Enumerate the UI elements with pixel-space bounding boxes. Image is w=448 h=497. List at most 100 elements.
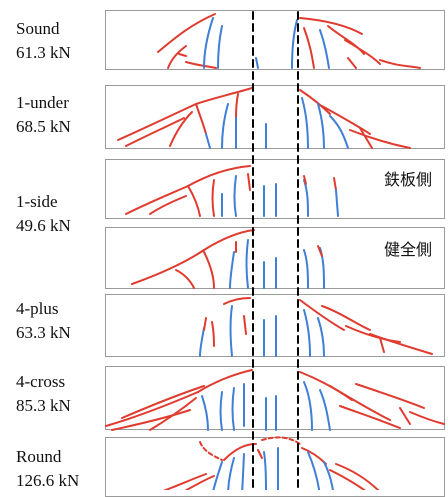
crack-red — [321, 305, 371, 331]
crack-red — [347, 57, 357, 69]
crack-red — [111, 409, 191, 431]
crack-red — [195, 103, 207, 135]
specimen-load: 63.3 kN — [16, 323, 71, 342]
crack-red — [299, 89, 331, 115]
crack-blue — [205, 133, 211, 149]
crack-red — [399, 407, 411, 425]
cracks-1-under — [117, 87, 411, 149]
specimen-load: 68.5 kN — [16, 117, 71, 136]
crack-blue — [291, 19, 298, 69]
crack-red — [163, 473, 207, 490]
crack-blue — [303, 381, 313, 431]
sound-side-label: 健全側 — [384, 240, 433, 259]
crack-blue — [307, 451, 321, 490]
crack-blue — [212, 461, 223, 490]
crack-red — [243, 315, 247, 335]
crack-red — [321, 105, 371, 135]
crack-red — [203, 317, 207, 331]
crack-red — [247, 173, 251, 191]
crack-red — [203, 229, 255, 251]
crack-blue — [263, 451, 267, 490]
crack-blue — [301, 97, 309, 149]
crack-blue — [219, 391, 223, 431]
crack-blue — [317, 317, 325, 357]
crack-blue — [229, 251, 235, 289]
crack-blue — [303, 179, 309, 217]
crack-blue — [221, 103, 229, 149]
cracks-round — [163, 436, 380, 490]
crack-red — [299, 17, 363, 35]
steel-side-label: 鉄板側 — [384, 170, 433, 189]
crack-red — [125, 185, 189, 215]
crack-blue — [319, 29, 330, 69]
specimen-name: 1-side — [16, 192, 58, 211]
crack-red — [167, 45, 187, 69]
panel-round — [105, 437, 445, 497]
crack-red — [303, 27, 315, 69]
crack-blue — [245, 239, 249, 289]
crack-red — [184, 475, 215, 490]
crack-red — [121, 385, 205, 419]
specimen-name: 4-plus — [16, 299, 59, 318]
crack-red — [149, 397, 197, 431]
crack-red-dashed — [199, 441, 223, 461]
crack-blue — [199, 327, 205, 357]
label-1-side: 1-side 49.6 kN — [16, 190, 71, 238]
crack-blue — [227, 457, 235, 490]
crack-red — [125, 117, 185, 147]
crack-red — [149, 195, 187, 215]
crack-red — [117, 103, 197, 141]
label-sound: Sound 61.3 kN — [16, 17, 71, 65]
label-4-cross: 4-cross 85.3 kN — [16, 370, 71, 418]
crack-red — [223, 443, 257, 461]
crack-red — [317, 245, 323, 257]
crack-red — [169, 111, 193, 147]
crack-red — [105, 391, 199, 427]
crack-blue — [317, 103, 325, 149]
specimen-load: 61.3 kN — [16, 43, 71, 62]
crack-red — [195, 87, 253, 105]
cracks-1-side-sound — [131, 229, 325, 289]
crack-red — [359, 127, 373, 149]
crack-red — [175, 269, 195, 289]
specimen-name: Sound — [16, 19, 60, 38]
crack-red — [339, 405, 401, 429]
crack-red — [333, 177, 337, 191]
crack-red — [235, 93, 239, 119]
crack-red — [131, 249, 205, 285]
specimen-name: 1-under — [16, 93, 69, 112]
crack-red — [257, 449, 263, 459]
crack-red — [349, 129, 411, 149]
panel-1-under — [105, 85, 445, 149]
crack-red — [345, 325, 401, 343]
crack-red — [379, 59, 421, 69]
crack-red — [329, 469, 366, 490]
label-4-plus: 4-plus 63.3 kN — [16, 297, 71, 345]
crack-red — [223, 297, 251, 305]
crack-blue — [323, 461, 334, 490]
crack-red — [178, 53, 187, 57]
crack-red — [187, 165, 251, 187]
crack-blue — [217, 25, 223, 69]
crack-blue — [255, 57, 259, 69]
crack-blue — [319, 389, 331, 431]
crack-red — [157, 13, 216, 53]
crack-red — [344, 39, 381, 65]
crack-blue — [335, 189, 339, 217]
crack-red — [185, 61, 217, 69]
crack-red — [335, 463, 380, 490]
cracks-4-plus — [199, 297, 433, 357]
crack-red — [203, 251, 215, 289]
crack-red — [197, 369, 253, 393]
crack-red — [369, 333, 433, 355]
specimen-load: 126.6 kN — [16, 471, 80, 490]
specimen-load: 85.3 kN — [16, 396, 71, 415]
crack-blue — [241, 453, 245, 490]
specimen-name: 4-cross — [16, 372, 66, 391]
specimen-load: 49.6 kN — [16, 216, 71, 235]
crack-red — [409, 411, 445, 425]
crack-blue — [303, 249, 309, 289]
cracks-1-side-steel — [125, 165, 339, 217]
crack-red — [301, 447, 327, 465]
